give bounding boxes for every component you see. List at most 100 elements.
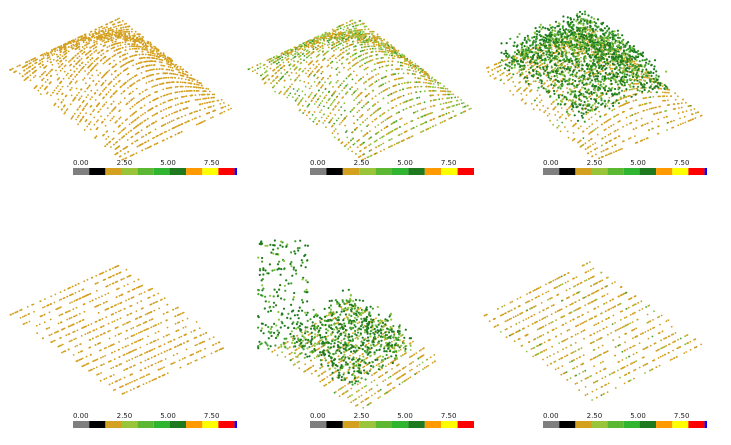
point: [332, 93, 334, 96]
point: [342, 41, 345, 44]
point: [157, 97, 159, 99]
point: [190, 82, 193, 85]
point: [205, 87, 208, 90]
point: [441, 97, 444, 100]
point: [338, 71, 341, 73]
point: [196, 98, 199, 101]
point: [361, 28, 363, 31]
point: [657, 132, 659, 135]
point: [145, 95, 148, 98]
point: [274, 90, 276, 93]
point: [629, 115, 632, 117]
point: [300, 51, 302, 54]
point: [104, 61, 106, 64]
point: [405, 107, 408, 110]
point: [57, 85, 59, 87]
point: [562, 90, 564, 93]
point: [410, 105, 412, 108]
point: [210, 96, 213, 99]
point: [95, 83, 98, 85]
point: [106, 107, 109, 109]
point: [41, 60, 44, 63]
point: [89, 98, 92, 101]
point: [359, 101, 361, 103]
point: [163, 65, 166, 67]
point: [103, 36, 106, 39]
point: [150, 64, 153, 67]
point: [101, 121, 103, 124]
point: [394, 98, 396, 101]
point: [163, 131, 166, 134]
point: [430, 77, 433, 80]
point: [374, 81, 376, 83]
point: [156, 78, 158, 81]
point: [551, 44, 553, 46]
point: [112, 30, 115, 33]
point: [193, 86, 196, 88]
point: [329, 82, 331, 85]
point: [151, 114, 154, 117]
point: [70, 87, 73, 89]
point: [348, 24, 351, 26]
point: [306, 106, 309, 108]
point: [124, 35, 127, 37]
point: [39, 66, 42, 68]
point: [325, 51, 328, 54]
point: [276, 82, 278, 84]
point: [58, 77, 61, 79]
point: [162, 88, 165, 91]
point: [89, 58, 92, 61]
point: [312, 63, 315, 66]
point: [92, 79, 95, 82]
point: [386, 88, 389, 90]
point: [362, 141, 365, 144]
point: [83, 36, 86, 39]
point: [315, 93, 318, 95]
point: [174, 97, 177, 100]
point: [456, 99, 459, 102]
point: [56, 78, 59, 81]
point: [95, 128, 98, 131]
point: [145, 45, 148, 47]
point: [353, 122, 355, 125]
point: [85, 41, 88, 44]
point: [414, 77, 417, 79]
point: [110, 36, 113, 39]
point: [315, 60, 318, 63]
point: [369, 84, 372, 87]
point: [177, 117, 180, 120]
point: [59, 49, 62, 51]
point: [347, 69, 350, 71]
point: [311, 40, 314, 42]
point: [329, 112, 332, 115]
point: [39, 87, 42, 89]
point: [677, 102, 679, 105]
point: [56, 49, 59, 52]
point: [338, 109, 340, 111]
point: [152, 54, 154, 57]
point: [125, 26, 128, 28]
point: [315, 36, 318, 39]
point: [135, 74, 138, 77]
point: [288, 64, 291, 67]
point: [662, 91, 664, 94]
point: [61, 93, 63, 96]
point: [448, 101, 450, 104]
point: [133, 119, 136, 122]
point: [371, 59, 374, 61]
point: [345, 92, 347, 95]
point: [353, 70, 355, 73]
point: [153, 64, 156, 66]
point: [109, 21, 112, 24]
point: [367, 156, 369, 159]
point: [68, 77, 70, 80]
point: [28, 66, 30, 69]
point: [111, 34, 114, 36]
point: [113, 26, 115, 28]
point: [298, 69, 300, 71]
point: [347, 75, 350, 78]
point: [367, 28, 370, 31]
point: [89, 64, 92, 67]
point: [309, 93, 312, 96]
point: [356, 119, 359, 121]
